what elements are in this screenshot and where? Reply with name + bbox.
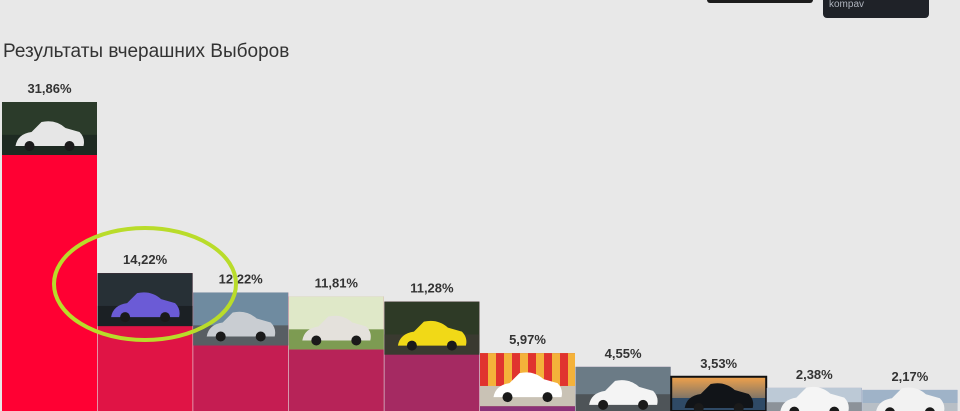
car-photo-1: [2, 102, 97, 155]
car-photo-5: [384, 301, 480, 355]
bar-value-label-1: 31,86%: [27, 81, 72, 96]
car-photo-9: [766, 386, 862, 411]
bar-group-2[interactable]: 14,22%: [97, 252, 193, 411]
car-photo-2: [97, 273, 193, 327]
bar-group-8[interactable]: 3,53%: [670, 356, 768, 411]
bar-group-10[interactable]: 2,17%: [862, 369, 958, 411]
bar-value-label-7: 4,55%: [605, 346, 642, 361]
page-title: Результаты вчерашних Выборов: [3, 41, 290, 62]
car-photo-4: [288, 296, 384, 350]
bar-group-6[interactable]: 5,97%: [480, 332, 575, 411]
bar-group-7[interactable]: 4,55%: [575, 346, 671, 411]
bar-value-label-6: 5,97%: [509, 332, 546, 347]
bar-value-label-5: 11,28%: [410, 281, 454, 296]
bar-group-3[interactable]: 12,22%: [193, 271, 289, 411]
bar-value-label-10: 2,17%: [891, 369, 928, 384]
top-nav-box[interactable]: [707, 0, 813, 3]
user-name: kompav: [829, 0, 865, 10]
bar-group-5[interactable]: 11,28%: [384, 281, 480, 411]
bar-group-9[interactable]: 2,38%: [766, 367, 862, 411]
bar-value-label-8: 3,53%: [700, 356, 737, 371]
bar-group-1[interactable]: 31,86%: [2, 81, 97, 411]
car-photo-6: [480, 353, 575, 407]
highlight-ring: [52, 226, 238, 342]
car-photo-10: [862, 387, 958, 411]
car-photo-7: [575, 366, 671, 411]
bar-group-4[interactable]: 11,81%: [288, 275, 384, 411]
car-photo-3: [193, 292, 289, 346]
bar-value-label-9: 2,38%: [796, 367, 833, 382]
bar-value-label-3: 12,22%: [219, 271, 264, 286]
bar-value-label-2: 14,22%: [123, 252, 168, 267]
car-photo-8: [670, 375, 768, 411]
user-badge[interactable]: kompav: [823, 0, 929, 18]
bar-value-label-4: 11,81%: [315, 275, 359, 290]
